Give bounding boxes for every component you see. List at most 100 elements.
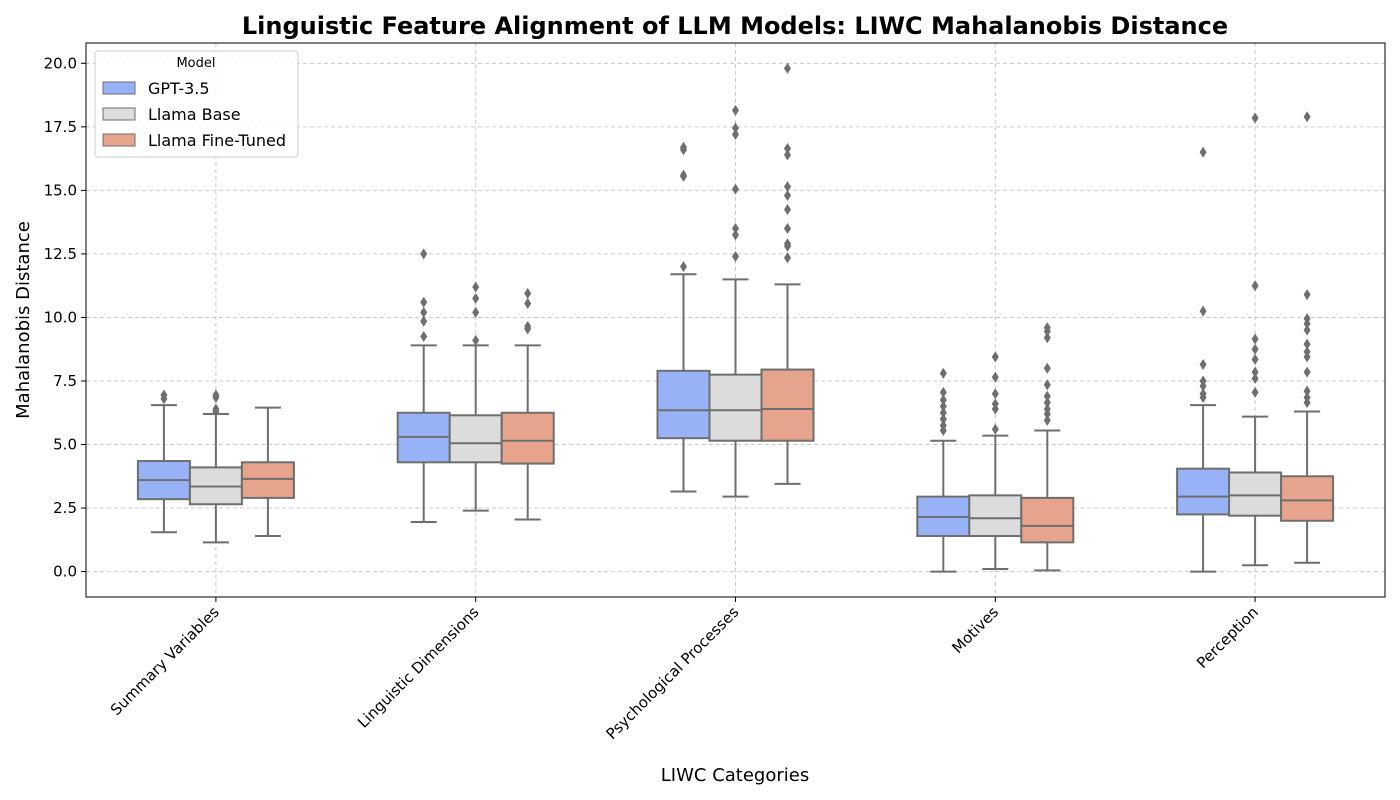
outlier-point [420, 306, 428, 318]
outlier-point [160, 389, 168, 401]
outlier-point [524, 297, 532, 309]
outlier-point [680, 141, 687, 153]
box-iqr [1228, 471, 1283, 517]
outlier-point [784, 238, 791, 250]
outlier-point [939, 407, 947, 419]
outlier-point [472, 306, 480, 318]
outlier-point [939, 394, 947, 406]
box-iqr [708, 373, 763, 442]
outlier-point [1303, 366, 1311, 378]
outlier-point [784, 252, 791, 264]
box-1-2 [500, 287, 555, 521]
outlier-point [1303, 289, 1311, 301]
box-0-0 [136, 389, 191, 534]
y-tick-label: 10.0 [44, 308, 77, 326]
outlier-point [991, 351, 999, 363]
outlier-point [991, 388, 999, 400]
outlier-point [1251, 343, 1259, 355]
x-tick-label: Linguistic Dimensions [354, 603, 483, 732]
outlier-point [939, 367, 947, 379]
outlier-point [1303, 385, 1311, 397]
outlier-point [1303, 338, 1311, 350]
y-tick-label: 17.5 [44, 118, 77, 136]
outlier-point [732, 183, 739, 195]
outlier-point [1043, 379, 1051, 391]
y-tick-label: 7.5 [53, 372, 77, 390]
outlier-point [1043, 332, 1051, 344]
box-iqr [968, 494, 1023, 538]
outlier-point [732, 229, 739, 241]
box-iqr [1280, 475, 1335, 522]
legend: Model GPT-3.5 Llama Base Llama Fine-Tuned [94, 50, 299, 158]
outlier-point [939, 386, 947, 398]
box-2-1 [708, 104, 763, 498]
legend-swatch [102, 81, 136, 95]
x-tick-label: Perception [1193, 603, 1262, 672]
box-2-2 [760, 62, 815, 485]
box-4-1 [1228, 112, 1283, 567]
box-0-1 [188, 389, 243, 544]
legend-swatch [102, 133, 136, 147]
outlier-point [1251, 353, 1259, 365]
outlier-point [1251, 333, 1259, 345]
x-tick-label: Summary Variables [107, 603, 223, 719]
y-tick-label: 12.5 [44, 245, 77, 263]
outlier-point [1251, 386, 1259, 398]
outlier-point [1303, 324, 1311, 336]
legend-frame [94, 50, 299, 158]
outlier-point [939, 400, 947, 412]
box-iqr [1176, 467, 1231, 516]
outlier-point [420, 296, 428, 308]
x-axis-label: LIWC Categories [661, 765, 809, 786]
outlier-point [1199, 375, 1207, 387]
outlier-point [524, 287, 532, 299]
box-4-2 [1280, 111, 1335, 564]
outlier-point [1199, 146, 1207, 158]
legend-title: Model [176, 56, 215, 71]
outlier-point [420, 315, 428, 327]
outlier-point [732, 250, 739, 262]
legend-items: GPT-3.5 Llama Base Llama Fine-Tuned [102, 79, 286, 150]
y-tick-label: 15.0 [44, 181, 77, 199]
box-1-0 [396, 248, 451, 524]
outlier-point [784, 149, 791, 161]
outlier-point [732, 104, 739, 116]
outlier-point [1043, 362, 1051, 374]
outlier-point [1043, 414, 1051, 426]
x-tick-label: Motives [948, 603, 1002, 657]
outlier-point [784, 189, 791, 201]
outlier-point [1199, 305, 1207, 317]
outlier-point [732, 122, 739, 134]
outlier-point [1043, 403, 1051, 415]
box-iqr [448, 414, 503, 464]
y-tick-label: 0.0 [53, 563, 77, 581]
outlier-point [784, 62, 791, 74]
outlier-point [991, 371, 999, 383]
outlier-point [1251, 280, 1259, 292]
outlier-point [472, 334, 480, 346]
outlier-point [991, 398, 999, 410]
box-iqr [1020, 496, 1075, 544]
box-iqr [656, 369, 711, 440]
legend-entry-label: Llama Fine-Tuned [148, 131, 286, 150]
y-tick-label: 5.0 [53, 436, 77, 454]
outlier-point [1043, 397, 1051, 409]
outlier-point [524, 320, 532, 332]
outlier-point [784, 142, 791, 154]
outlier-point [212, 389, 220, 401]
outlier-point [784, 181, 791, 193]
outlier-point [784, 203, 791, 215]
box-1-1 [448, 281, 503, 512]
outlier-point [732, 223, 739, 235]
outlier-point [212, 403, 220, 415]
outlier-point [1043, 322, 1051, 334]
outlier-point [1251, 372, 1259, 384]
outlier-point [472, 292, 480, 304]
x-axis-ticks: Summary Variables Linguistic Dimensions Ps… [107, 597, 1262, 743]
box-2-0 [656, 141, 711, 493]
chart-title: Linguistic Feature Alignment of LLM Mode… [242, 12, 1228, 40]
outlier-point [1199, 388, 1207, 400]
legend-swatch [102, 107, 136, 121]
